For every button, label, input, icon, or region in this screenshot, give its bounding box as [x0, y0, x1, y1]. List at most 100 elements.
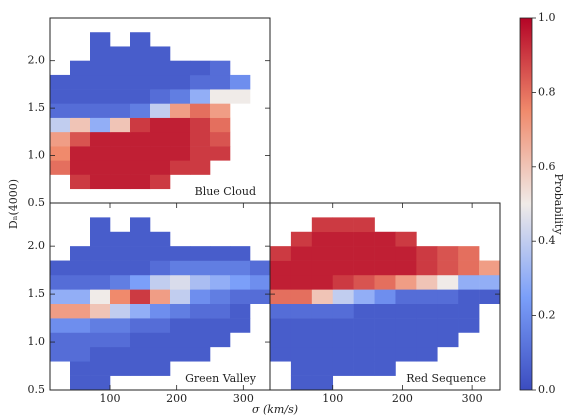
x-axis-label: σ (km/s) — [252, 403, 298, 416]
heatmap-cell — [50, 274, 71, 290]
heatmap-cell — [70, 160, 91, 175]
heatmap-cell — [190, 346, 211, 362]
heatmap-cell — [190, 160, 211, 175]
heatmap-cell — [110, 231, 131, 247]
heatmap-cell — [130, 89, 151, 104]
heatmap-cell — [437, 332, 459, 348]
heatmap-cell — [458, 246, 480, 261]
heatmap-cell — [353, 274, 375, 290]
heatmap-cell — [170, 274, 191, 290]
heatmap-cell — [374, 260, 396, 276]
heatmap-cell — [250, 274, 271, 290]
heatmap-cell — [90, 274, 111, 290]
heatmap-cell — [395, 289, 417, 304]
heatmap-cell — [311, 246, 334, 261]
heatmap-cell — [353, 346, 375, 362]
heatmap-cell — [353, 303, 375, 319]
heatmap-cell — [190, 318, 211, 333]
colorbar-tick-label: 0.2 — [538, 309, 556, 322]
heatmap-cell — [170, 117, 191, 133]
heatmap-cell — [395, 318, 417, 333]
heatmap-cell — [332, 361, 354, 376]
heatmap-cell — [110, 361, 131, 376]
heatmap-cell — [290, 289, 313, 304]
heatmap-cell — [190, 103, 211, 118]
heatmap-cell — [416, 274, 438, 290]
heatmap-cell — [70, 131, 91, 147]
heatmap-cell — [458, 303, 480, 319]
heatmap-cell — [210, 146, 231, 161]
heatmap-cell — [416, 246, 438, 261]
x-tick-label: 200 — [392, 392, 413, 405]
heatmap-cell — [290, 361, 313, 376]
heatmap-cell — [374, 346, 396, 362]
heatmap-cell — [311, 318, 334, 333]
heatmap-cell — [416, 332, 438, 348]
heatmap-cell — [311, 375, 334, 391]
heatmap-cell — [190, 246, 211, 261]
heatmap-cell — [190, 332, 211, 348]
y-tick-label: 2.0 — [28, 239, 46, 252]
heatmap-cell — [190, 146, 211, 161]
heatmap-cell — [90, 46, 111, 61]
heatmap-cell — [170, 303, 191, 319]
heatmap-cell — [130, 46, 151, 61]
heatmap-cell — [150, 103, 171, 118]
heatmap-cell — [374, 289, 396, 304]
heatmap-cell — [50, 117, 71, 133]
heatmap-cell — [210, 74, 231, 90]
heatmap-cell — [110, 60, 131, 76]
heatmap-cell — [70, 303, 91, 319]
heatmap-cell — [270, 274, 292, 290]
heatmap-cell — [437, 289, 459, 304]
heatmap-cell — [190, 117, 211, 133]
heatmap-cell — [70, 375, 91, 391]
heatmap-cell — [130, 231, 151, 247]
heatmap-cell — [210, 260, 231, 276]
heatmap-cell — [332, 346, 354, 362]
heatmap-cell — [130, 289, 151, 304]
heatmap-cell — [170, 146, 191, 161]
heatmap-cell — [190, 260, 211, 276]
colorbar — [519, 17, 533, 391]
y-tick-label: 0.5 — [28, 196, 46, 209]
heatmap-cell — [150, 131, 171, 147]
heatmap-cell — [374, 274, 396, 290]
heatmap-cell — [90, 174, 111, 190]
heatmap-cell — [353, 246, 375, 261]
panel-frame — [269, 202, 501, 391]
heatmap-cell — [70, 361, 91, 376]
heatmap-cell — [110, 346, 131, 362]
heatmap-cell — [50, 318, 71, 333]
heatmap-cell — [332, 332, 354, 348]
heatmap-cell — [290, 274, 313, 290]
heatmap-cell — [190, 289, 211, 304]
heatmap-cell — [332, 246, 354, 261]
heatmap-cell — [311, 289, 334, 304]
heatmap-cell — [270, 318, 292, 333]
heatmap-cell — [311, 274, 334, 290]
heatmap-cell — [150, 231, 171, 247]
heatmap-cell — [190, 131, 211, 147]
heatmap-cell — [437, 260, 459, 276]
heatmap-cell — [311, 260, 334, 276]
heatmap-cell — [130, 117, 151, 133]
heatmap-cell — [90, 231, 111, 247]
heatmap-cell — [270, 303, 292, 319]
heatmap-cell — [353, 361, 375, 376]
heatmap-cell — [332, 260, 354, 276]
heatmap-cell — [130, 74, 151, 90]
heatmap-cell — [130, 217, 151, 233]
heatmap-cell — [374, 318, 396, 333]
heatmap-cell — [416, 303, 438, 319]
colorbar-tick-label: 0.6 — [538, 160, 556, 173]
heatmap-cell — [130, 303, 151, 319]
heatmap-cell — [70, 74, 91, 90]
heatmap-cell — [290, 318, 313, 333]
y-tick-label: 0.5 — [28, 383, 46, 396]
heatmap-cell — [90, 260, 111, 276]
heatmap-cell — [395, 303, 417, 319]
heatmap-cell — [416, 289, 438, 304]
heatmap-cell — [70, 117, 91, 133]
heatmap-cell — [458, 260, 480, 276]
